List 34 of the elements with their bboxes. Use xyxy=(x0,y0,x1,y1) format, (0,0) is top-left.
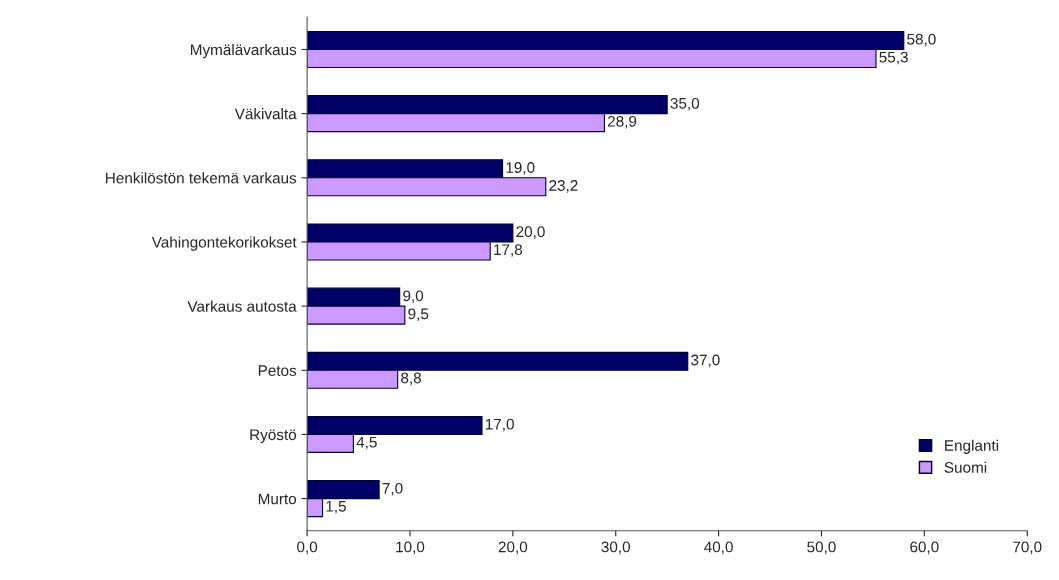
x-tick-label: 10,0 xyxy=(396,541,425,555)
y-tick-label: Petos xyxy=(258,365,297,376)
data-label: 8,8 xyxy=(401,372,421,386)
legend-label: Englanti xyxy=(945,439,999,454)
data-label: 1,5 xyxy=(326,501,346,514)
data-label: 28,9 xyxy=(607,115,637,129)
y-tick-label: Vahingontekorikokset xyxy=(151,236,297,251)
data-label: 9,5 xyxy=(408,308,429,322)
data-label: 37,0 xyxy=(691,354,720,368)
y-tick-label: Väkivalta xyxy=(234,108,297,120)
x-tick-label: 40,0 xyxy=(704,541,733,555)
data-label: 23,2 xyxy=(549,180,578,193)
data-label: 20,0 xyxy=(516,226,545,239)
y-tick-label: Varkaus autosta xyxy=(187,300,297,312)
y-tick-label: Murto xyxy=(258,493,297,505)
x-tick-label: 60,0 xyxy=(910,541,939,555)
x-tick-label: 20,0 xyxy=(498,541,528,555)
data-label: 19,0 xyxy=(506,162,535,175)
legend-label: Suomi xyxy=(944,461,987,473)
y-tick-label: Henkilöstön tekemä varkaus xyxy=(106,172,297,184)
data-label: 17,0 xyxy=(485,418,514,432)
y-tick-label: Ryöstö xyxy=(250,429,297,444)
data-label: 58,0 xyxy=(907,33,936,47)
x-tick-label: 50,0 xyxy=(807,541,836,555)
data-label: 35,0 xyxy=(670,97,700,111)
data-label: 4,5 xyxy=(356,436,377,450)
x-tick-label: 70,0 xyxy=(1013,541,1042,555)
x-tick-label: 30,0 xyxy=(601,541,630,555)
data-label: 9,0 xyxy=(403,290,424,304)
y-tick-label: Mymälävarkaus xyxy=(190,43,297,59)
data-label: 17,8 xyxy=(494,244,523,257)
data-label: 7,0 xyxy=(382,482,403,496)
data-label: 55,3 xyxy=(879,51,908,65)
x-tick-label: 0,0 xyxy=(297,541,318,555)
